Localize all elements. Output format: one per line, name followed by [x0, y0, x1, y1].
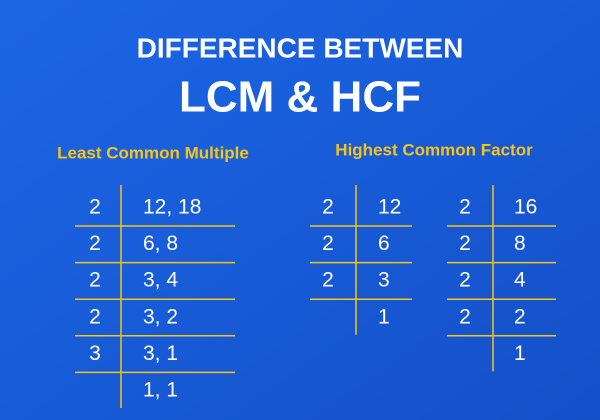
quotient: 12, 18 [143, 196, 201, 219]
quotient: 3, 4 [143, 269, 178, 292]
quotient: 4 [514, 269, 526, 292]
title: DIFFERENCE BETWEEN [137, 32, 464, 63]
divisor: 2 [89, 305, 101, 328]
quotient: 3 [378, 269, 390, 292]
quotient: 1 [378, 305, 390, 328]
divisor: 2 [322, 232, 334, 255]
divisor: 2 [89, 269, 101, 292]
quotient: 2 [514, 305, 526, 328]
quotient: 16 [514, 196, 537, 219]
quotient: 3, 1 [143, 342, 178, 365]
quotient: 6, 8 [143, 232, 178, 255]
divisor: 3 [89, 342, 101, 365]
quotient: 8 [514, 232, 526, 255]
quotient: 12 [378, 196, 401, 219]
divisor: 2 [89, 196, 101, 219]
hcf-heading: Highest Common Factor [335, 140, 533, 159]
subtitle: LCM & HCF [179, 73, 421, 122]
quotient: 3, 2 [143, 305, 178, 328]
divisor: 2 [322, 269, 334, 292]
divisor: 2 [459, 269, 471, 292]
divisor: 2 [322, 196, 334, 219]
divisor: 2 [459, 232, 471, 255]
quotient: 1, 1 [143, 379, 178, 402]
lcm-heading: Least Common Multiple [57, 143, 249, 162]
divisor: 2 [89, 232, 101, 255]
quotient: 6 [378, 232, 390, 255]
divisor: 2 [459, 305, 471, 328]
quotient: 1 [514, 342, 526, 365]
divisor: 2 [459, 196, 471, 219]
